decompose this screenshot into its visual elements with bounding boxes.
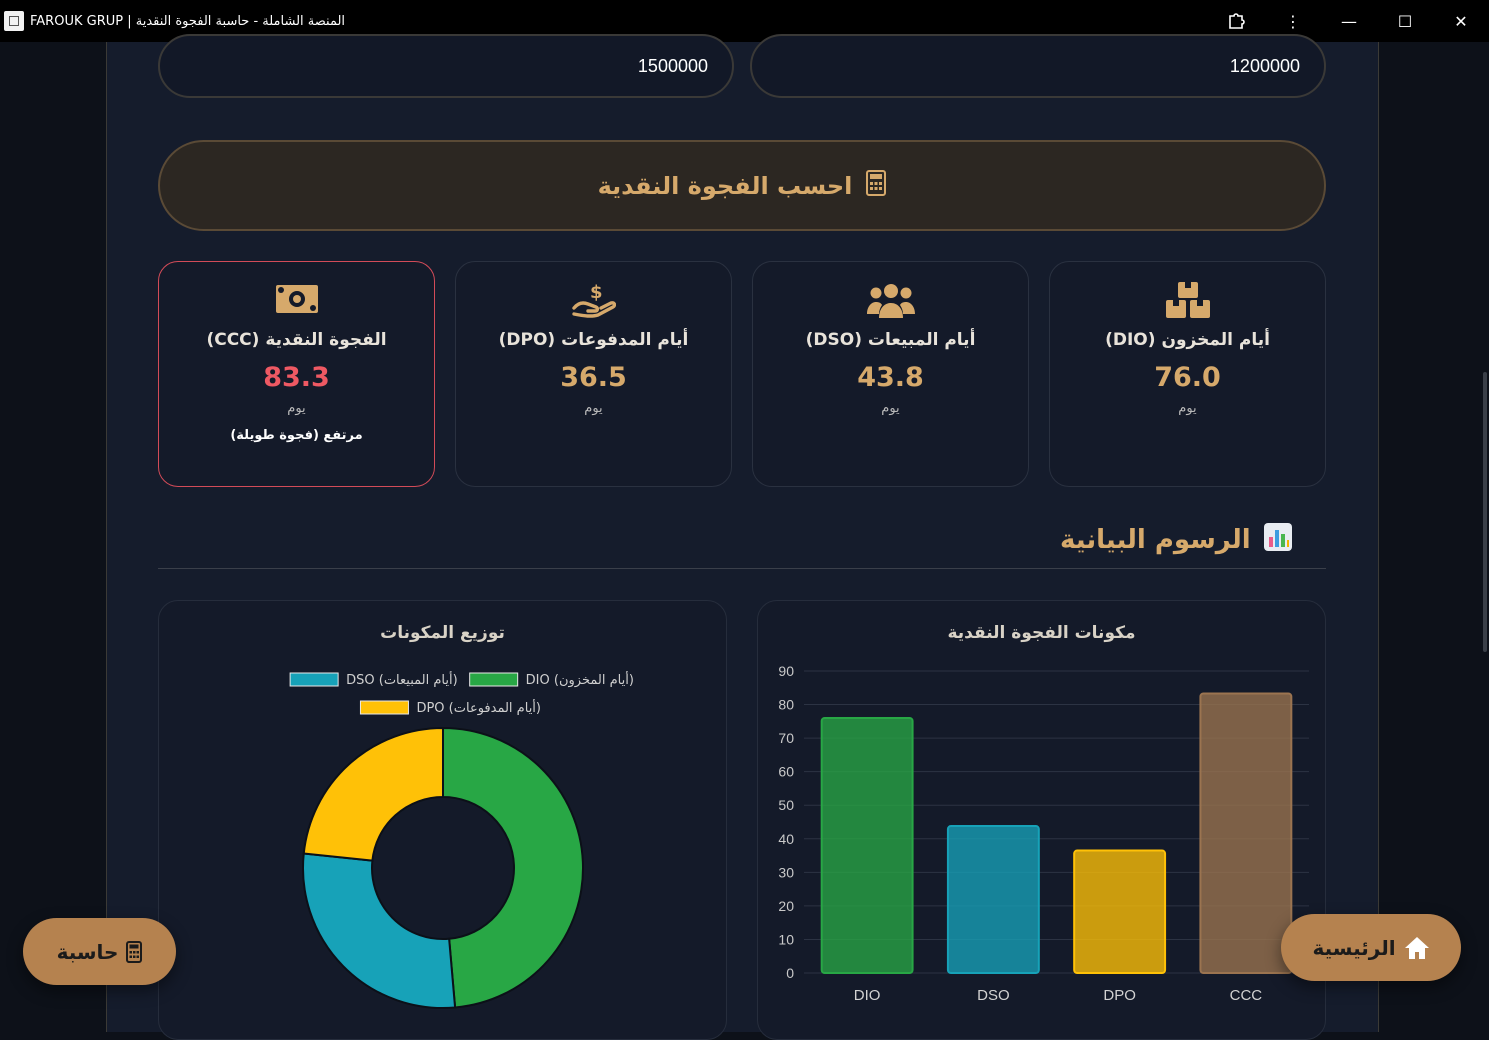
bar-chart-x-tick: DSO	[977, 987, 1010, 1004]
bar-ccc	[1199, 692, 1293, 975]
bar-chart-y-tick: 0	[786, 965, 794, 981]
home-icon	[1404, 936, 1430, 960]
bar-dpo	[1073, 849, 1167, 974]
doughnut-legend-swatch	[289, 672, 339, 687]
doughnut-legend-swatch	[469, 672, 519, 687]
calculator-icon	[126, 940, 143, 963]
doughnut-slice-dso	[302, 852, 457, 1009]
bar-dso	[946, 825, 1040, 974]
card-unit: يوم	[287, 401, 306, 416]
card-dso: أيام المبيعات (DSO) 43.8 يوم	[752, 261, 1029, 487]
card-dpo: $ أيام المدفوعات (DPO) 36.5 يوم	[455, 261, 732, 487]
bar-chart-x-tick: DPO	[1103, 987, 1136, 1004]
card-value: 36.5	[560, 362, 627, 393]
extensions-icon[interactable]	[1209, 0, 1265, 42]
card-ccc: الفجوة النقدية (CCC) 83.3 يوم مرتفع (فجو…	[158, 261, 435, 487]
scrollbar-thumb[interactable]	[1483, 372, 1487, 652]
bar-dio	[820, 716, 914, 974]
card-value: 76.0	[1154, 362, 1221, 393]
doughnut-legend-label: DIO (أيام المخزون)	[526, 671, 634, 688]
bar-chart: 0 10 20 30 40 50 60 70 80 90 DIO DSO DPO CCC	[778, 663, 1309, 1004]
card-status: مرتفع (فجوة طويلة)	[230, 428, 363, 443]
calculate-button[interactable]: احسب الفجوة النقدية	[158, 140, 1326, 231]
card-title: أيام المبيعات (DSO)	[805, 330, 976, 350]
doughnut-legend-swatch	[359, 700, 409, 715]
card-title: الفجوة النقدية (CCC)	[206, 330, 387, 350]
window-controls: ⋮ — ☐ ✕	[1209, 0, 1489, 42]
doughnut-chart-title: توزيع المكونات	[380, 623, 505, 643]
card-value: 83.3	[263, 362, 330, 393]
card-title: أيام المدفوعات (DPO)	[498, 330, 689, 350]
card-title: أيام المخزون (DIO)	[1105, 330, 1270, 350]
home-button-label: الرئيسية	[1312, 935, 1396, 960]
card-unit: يوم	[584, 401, 603, 416]
calculator-fab[interactable]: حاسبة	[23, 918, 176, 985]
card-unit: يوم	[1178, 401, 1197, 416]
calculate-button-label: احسب الفجوة النقدية	[597, 171, 853, 200]
users-icon	[753, 282, 1028, 318]
bar-chart-y-tick: 90	[778, 663, 794, 679]
boxes-icon	[1050, 282, 1325, 318]
card-unit: يوم	[881, 401, 900, 416]
bar-chart-y-tick: 60	[778, 764, 794, 780]
charts-section-title: الرسوم البيانية	[1060, 520, 1326, 560]
svg-text:$: $	[590, 282, 603, 303]
home-button[interactable]: الرئيسية	[1281, 914, 1461, 981]
doughnut-slice-dpo	[302, 726, 444, 862]
maximize-button[interactable]: ☐	[1397, 11, 1413, 31]
bar-chart-y-tick: 70	[778, 730, 794, 746]
close-button[interactable]: ✕	[1454, 11, 1468, 31]
doughnut-legend-label: DPO (أيام المدفوعات)	[416, 699, 541, 716]
doughnut-slice-dio	[442, 726, 584, 1009]
calculator-fab-label: حاسبة	[56, 939, 119, 964]
bar-chart-x-tick: DIO	[854, 987, 881, 1004]
card-dio: أيام المخزون (DIO) 76.0 يوم	[1049, 261, 1326, 487]
bar-chart-y-tick: 80	[778, 697, 794, 713]
chart-icon	[1263, 522, 1293, 559]
bar-chart-y-tick: 30	[778, 864, 794, 880]
bar-chart-y-tick: 40	[778, 831, 794, 847]
window-title: FAROUK GRUP | المنصة الشاملة - حاسبة الف…	[30, 13, 346, 29]
app-logo-icon	[4, 11, 24, 31]
minimize-button[interactable]: —	[1341, 11, 1357, 31]
doughnut-legend-label: DSO (أيام المبيعات)	[346, 671, 458, 688]
amount-input-right[interactable]: 1200000	[750, 34, 1326, 98]
charts-section-label: الرسوم البيانية	[1060, 525, 1251, 555]
menu-button[interactable]: ⋮	[1285, 11, 1301, 31]
bar-chart-y-tick: 10	[778, 931, 794, 947]
section-divider	[158, 568, 1326, 569]
amount-input-left[interactable]: 1500000	[158, 34, 734, 98]
scrollbar[interactable]	[1479, 42, 1489, 1019]
money-bill-icon	[159, 282, 434, 318]
bar-chart-x-tick: CCC	[1230, 987, 1263, 1004]
bar-chart-y-tick: 20	[778, 898, 794, 914]
hand-dollar-icon: $	[456, 282, 731, 318]
bar-chart-y-tick: 50	[778, 797, 794, 813]
bar-chart-card: مكونات الفجوة النقدية 0 10 20 30 40 50 60 70 80 9…	[757, 600, 1326, 1040]
card-value: 43.8	[857, 362, 924, 393]
bar-chart-title: مكونات الفجوة النقدية	[947, 623, 1136, 643]
calculator-icon	[866, 169, 887, 202]
doughnut-chart: DIO (أيام المخزون) DSO (أيام المبيعات) DPO…	[289, 671, 634, 1009]
doughnut-chart-card: توزيع المكونات DIO (أيام المخزون) DSO (أي…	[158, 600, 727, 1040]
